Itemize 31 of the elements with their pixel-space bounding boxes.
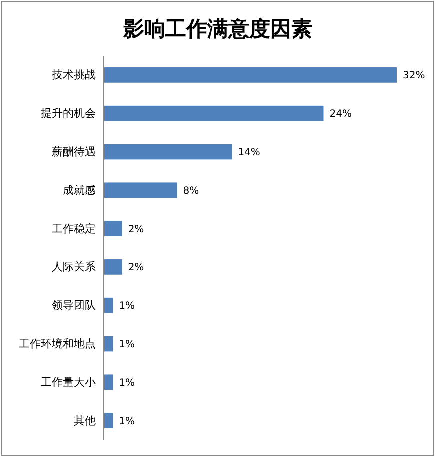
- bar: [104, 260, 122, 275]
- data-label: 1%: [119, 416, 136, 428]
- data-label: 8%: [183, 186, 200, 197]
- bar: [104, 336, 114, 352]
- y-tick-label: 提升的机会: [41, 107, 96, 120]
- data-label: 1%: [119, 301, 136, 312]
- bar: [104, 106, 324, 122]
- data-label: 14%: [238, 148, 260, 158]
- chart-title: 影响工作满意度因素: [122, 17, 312, 41]
- bar: [104, 298, 114, 314]
- bar: [104, 374, 114, 390]
- bar: [104, 182, 178, 198]
- y-tick-label: 薪酬待遇: [52, 146, 96, 159]
- data-label: 1%: [119, 340, 136, 350]
- y-tick-label: 工作量大小: [41, 376, 96, 389]
- y-tick-label: 人际关系: [52, 260, 96, 274]
- data-label: 2%: [128, 262, 144, 274]
- y-tick-label: 工作稳定: [52, 222, 96, 236]
- y-tick-label: 工作环境和地点: [19, 338, 96, 351]
- bar: [104, 221, 122, 236]
- data-label: 32%: [403, 70, 426, 82]
- bar: [104, 413, 114, 428]
- data-label: 2%: [128, 224, 144, 236]
- y-tick-label: 成就感: [63, 184, 96, 197]
- bar: [104, 68, 397, 83]
- y-tick-label: 技术挑战: [51, 68, 96, 82]
- y-tick-label: 领导团队: [52, 299, 96, 312]
- data-label: 24%: [330, 109, 352, 120]
- data-label: 1%: [119, 378, 136, 389]
- y-tick-label: 其他: [74, 414, 96, 428]
- bar: [104, 144, 232, 160]
